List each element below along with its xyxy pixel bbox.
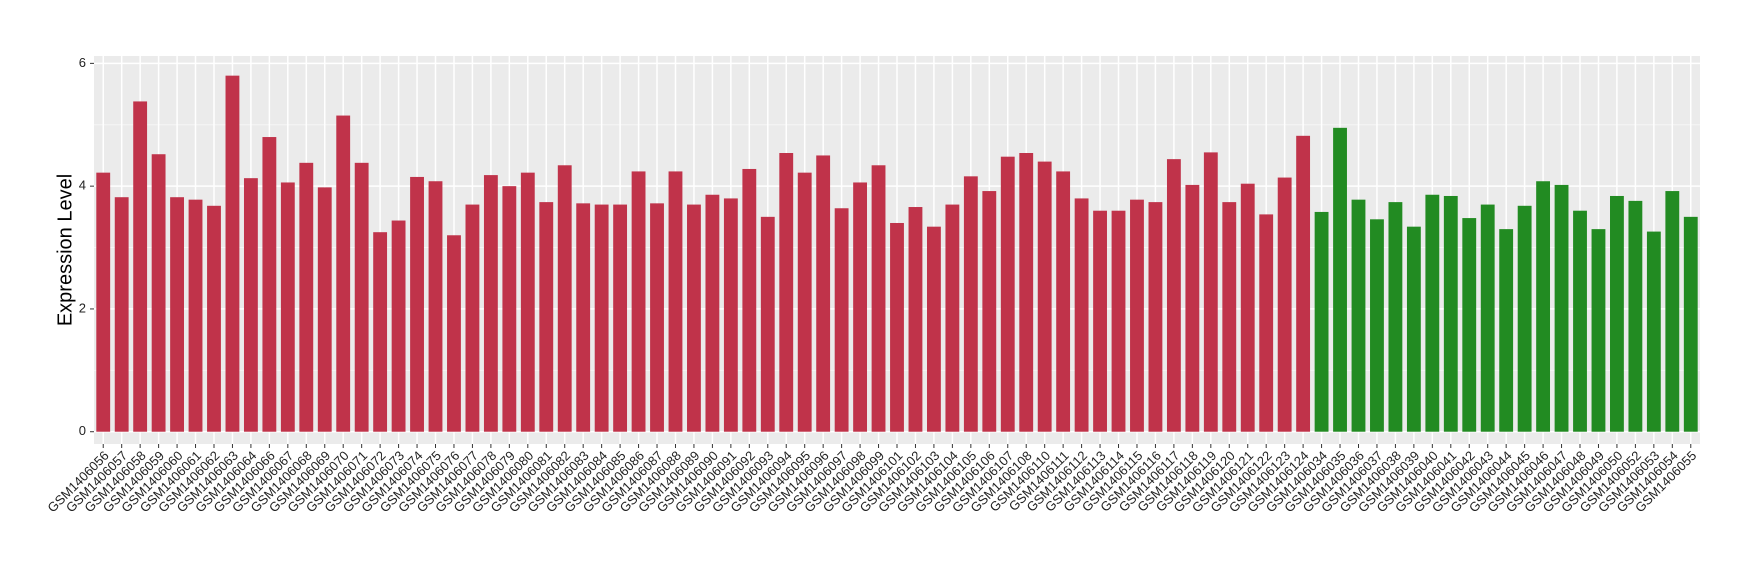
bar <box>1111 210 1126 432</box>
bar <box>391 220 406 432</box>
bar <box>1259 214 1274 432</box>
y-axis-label: Expression Level <box>54 174 76 326</box>
bar <box>723 198 738 432</box>
y-tick-label: 4 <box>79 178 86 193</box>
bar <box>465 204 480 432</box>
bar <box>373 232 388 432</box>
bar <box>207 205 221 432</box>
bar <box>1019 153 1034 432</box>
bar <box>133 101 148 432</box>
bar <box>779 153 794 432</box>
bar <box>170 197 184 432</box>
bar <box>1646 231 1661 432</box>
bar <box>447 235 461 432</box>
bar <box>483 175 498 432</box>
bar <box>1056 171 1071 432</box>
bar <box>963 176 978 432</box>
bar <box>280 182 295 432</box>
bar <box>834 208 849 432</box>
bar <box>1554 184 1569 432</box>
bar <box>1351 199 1366 432</box>
y-tick-label: 6 <box>79 55 86 70</box>
bar <box>650 203 664 432</box>
bar <box>317 187 332 432</box>
bar <box>1148 202 1163 432</box>
bar <box>742 168 757 432</box>
bar <box>1370 219 1384 432</box>
bar <box>853 182 868 432</box>
bar <box>1093 210 1107 432</box>
bar <box>354 162 369 432</box>
bar <box>1203 152 1218 432</box>
bar <box>945 204 960 432</box>
bar <box>1222 202 1237 432</box>
bar <box>428 181 443 432</box>
bar <box>96 172 111 432</box>
bar <box>1406 226 1421 432</box>
bar <box>1425 194 1440 432</box>
bar <box>1573 210 1587 432</box>
bar <box>1443 195 1458 432</box>
bar <box>871 165 886 432</box>
bar <box>1277 177 1292 432</box>
bar <box>1517 205 1532 432</box>
bar <box>1499 229 1514 432</box>
bar <box>1240 183 1255 432</box>
bar <box>908 207 923 432</box>
bar <box>631 171 646 432</box>
bar <box>520 172 535 432</box>
bar <box>539 202 554 432</box>
bar <box>613 204 628 432</box>
bar <box>1333 127 1347 432</box>
bar <box>576 203 591 432</box>
bar <box>1462 218 1477 432</box>
bar <box>1536 181 1551 432</box>
bar <box>1314 211 1329 432</box>
y-tick-label: 2 <box>79 300 86 315</box>
bar <box>114 197 129 432</box>
bar <box>1610 195 1624 432</box>
bar <box>926 226 941 432</box>
bar <box>1665 191 1680 432</box>
bar <box>1185 184 1200 432</box>
bar <box>557 165 572 432</box>
bar <box>188 199 203 432</box>
bar <box>705 194 720 432</box>
bar <box>262 137 277 432</box>
bar <box>1037 161 1052 432</box>
bar <box>760 216 775 432</box>
bar <box>502 186 517 432</box>
bar <box>1296 135 1311 432</box>
bar <box>797 172 812 432</box>
bar <box>1480 204 1495 432</box>
bar <box>151 154 166 432</box>
bar <box>225 75 240 432</box>
bar <box>1388 202 1403 432</box>
bar <box>816 155 831 432</box>
bar <box>687 204 701 432</box>
bar <box>1074 198 1089 432</box>
bar <box>1000 156 1015 432</box>
bar <box>890 222 904 432</box>
y-tick-label: 0 <box>79 423 86 438</box>
bar <box>336 115 351 432</box>
bar <box>1683 216 1698 432</box>
bar <box>243 178 258 432</box>
bar <box>982 191 997 432</box>
bar <box>594 204 609 432</box>
bar <box>1628 200 1643 432</box>
bar <box>410 176 424 432</box>
bar <box>1591 229 1606 432</box>
bar <box>1166 159 1181 432</box>
bar <box>668 171 683 432</box>
bar <box>299 162 314 432</box>
bar <box>1130 199 1144 432</box>
